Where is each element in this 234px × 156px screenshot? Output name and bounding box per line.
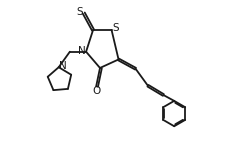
Text: S: S: [76, 7, 83, 17]
Text: N: N: [59, 61, 67, 71]
Text: O: O: [93, 86, 101, 96]
Text: N: N: [78, 46, 86, 56]
Text: S: S: [113, 23, 119, 33]
